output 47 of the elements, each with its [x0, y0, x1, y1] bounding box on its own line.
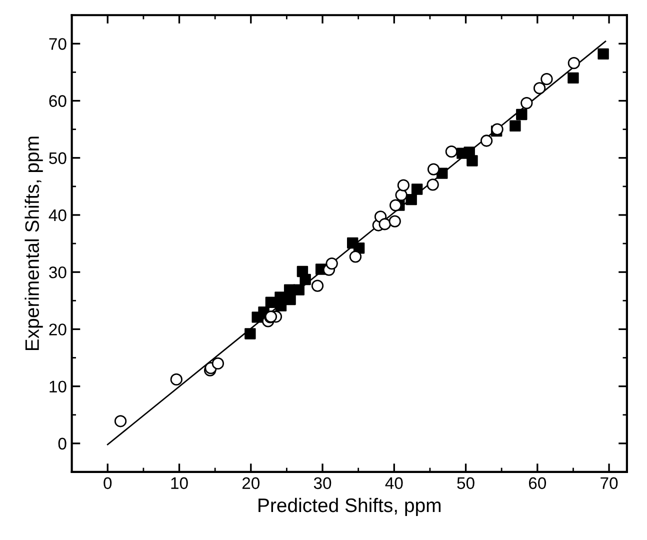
point [397, 179, 410, 192]
y-tick-label: 0 [58, 438, 66, 450]
point [568, 57, 580, 70]
point [378, 218, 391, 230]
point [212, 357, 224, 370]
point [520, 96, 533, 110]
point [349, 250, 362, 263]
y-tick-label: 30 [49, 266, 66, 278]
point [540, 73, 553, 86]
point [244, 328, 256, 340]
y-tick-label: 10 [50, 380, 66, 393]
point [598, 48, 609, 60]
point [480, 134, 493, 147]
point [510, 120, 521, 132]
y-tick-label: 70 [49, 38, 66, 50]
point [533, 82, 546, 94]
point [170, 373, 182, 386]
point [411, 184, 423, 195]
point [311, 280, 324, 292]
x-tick-label: 30 [314, 477, 332, 490]
x-tick-label: 70 [600, 477, 618, 490]
y-tick-label: 20 [49, 324, 66, 336]
x-tick-label: 40 [385, 477, 403, 490]
x-tick-label: 0 [104, 477, 112, 490]
point [466, 155, 478, 166]
point [426, 178, 439, 191]
point [406, 194, 417, 206]
x-tick-label: 10 [171, 477, 188, 490]
y-tick-label: 50 [49, 152, 66, 164]
point [114, 415, 127, 428]
y-tick-label: 60 [49, 95, 66, 107]
y-axis-title: Experimental Shifts, ppm [24, 136, 43, 350]
point [326, 257, 338, 270]
point [516, 108, 528, 120]
x-tick-label: 60 [528, 477, 546, 490]
point [388, 215, 401, 228]
point [427, 163, 440, 176]
point [293, 284, 304, 296]
point [300, 274, 311, 286]
point [445, 146, 458, 158]
x-tick-label: 20 [242, 477, 260, 490]
y-tick-label: 40 [48, 209, 66, 222]
point [568, 72, 579, 84]
point [284, 294, 296, 306]
point [390, 199, 402, 212]
x-tick-label: 50 [457, 477, 474, 490]
x-axis-title: Predicted Shifts, ppm [258, 498, 441, 516]
